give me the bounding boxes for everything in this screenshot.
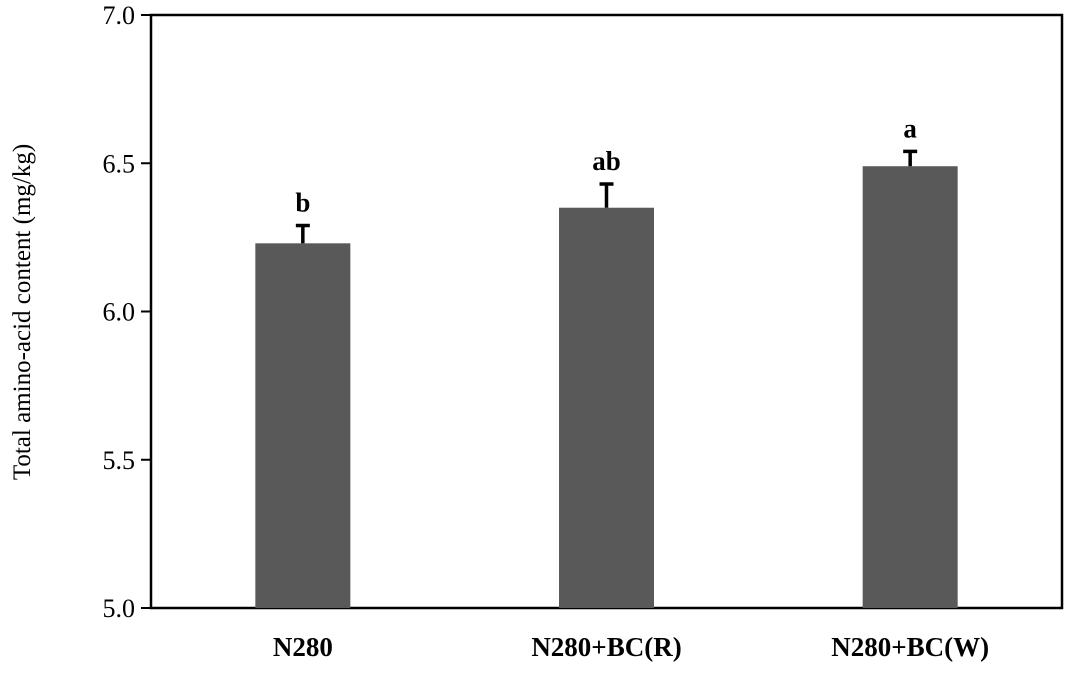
bar	[862, 166, 958, 608]
significance-label: b	[295, 188, 310, 218]
y-tick-label: 7.0	[103, 1, 136, 30]
x-tick-label: N280+BC(R)	[531, 632, 681, 662]
bars: b ab a	[255, 113, 958, 608]
y-axis: 5.0 5.5 6.0 6.5 7.0	[103, 1, 151, 623]
y-tick-label: 5.0	[103, 594, 136, 623]
y-tick-label: 6.5	[103, 149, 136, 178]
significance-label: a	[903, 113, 917, 143]
x-tick-label: N280	[273, 632, 333, 662]
bar	[559, 207, 654, 608]
y-tick-label: 6.0	[103, 298, 136, 327]
significance-label: ab	[592, 146, 621, 176]
bar	[255, 243, 351, 608]
y-axis-title: Total amino-acid content (mg/kg)	[9, 144, 36, 480]
y-tick-label: 5.5	[103, 446, 136, 475]
x-tick-label: N280+BC(W)	[831, 632, 989, 662]
x-axis: N280 N280+BC(R) N280+BC(W)	[273, 632, 989, 662]
